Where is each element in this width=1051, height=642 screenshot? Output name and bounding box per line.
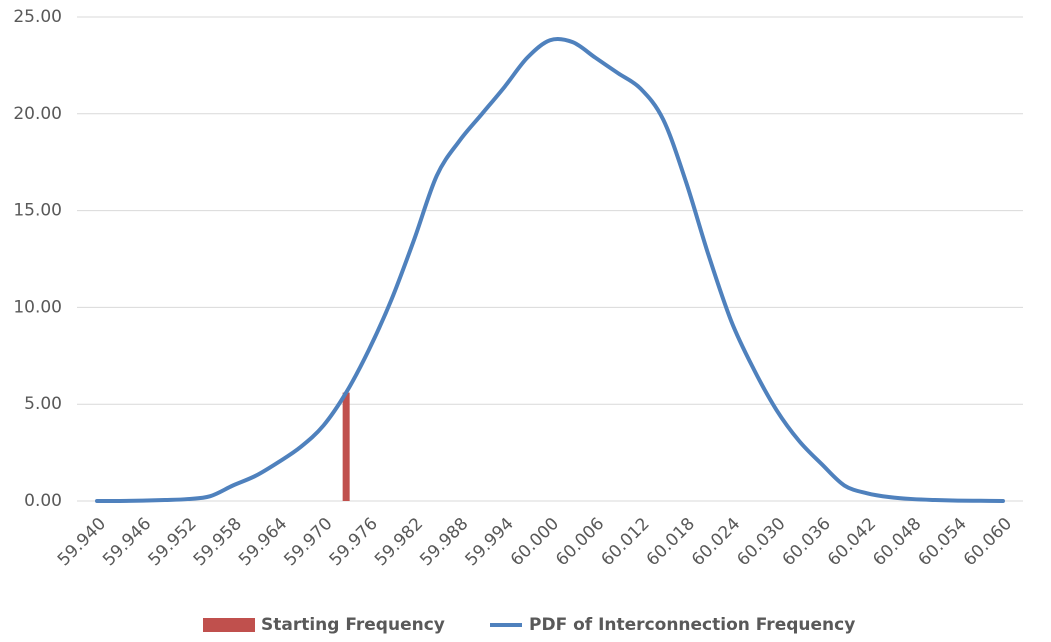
x-tick-label: 59.982 <box>371 514 427 570</box>
x-tick-label: 59.976 <box>326 514 382 570</box>
x-tick-label: 60.036 <box>779 514 835 570</box>
x-tick-label: 60.024 <box>688 514 744 570</box>
x-tick-label: 59.970 <box>280 514 336 570</box>
x-tick-label: 59.964 <box>235 514 291 570</box>
y-tick-label: 0.00 <box>24 491 62 511</box>
x-tick-label: 60.048 <box>869 514 925 570</box>
x-tick-label: 59.994 <box>462 514 518 570</box>
x-tick-label: 60.042 <box>824 514 880 570</box>
x-tick-label: 59.940 <box>54 514 110 570</box>
x-tick-label: 60.018 <box>643 514 699 570</box>
y-tick-label: 5.00 <box>24 394 62 414</box>
x-tick-label: 59.958 <box>190 514 246 570</box>
x-tick-label: 59.952 <box>144 514 200 570</box>
y-tick-label: 15.00 <box>13 201 62 221</box>
x-tick-label: 60.000 <box>507 514 563 570</box>
x-tick-label: 59.946 <box>99 514 155 570</box>
legend-swatch <box>203 618 255 632</box>
y-tick-label: 25.00 <box>13 7 62 27</box>
legend-label: PDF of Interconnection Frequency <box>529 615 855 635</box>
x-tick-label: 60.054 <box>915 514 971 570</box>
x-tick-label: 60.006 <box>552 514 608 570</box>
x-tick-label: 60.060 <box>960 514 1016 570</box>
x-tick-label: 60.012 <box>597 514 653 570</box>
x-tick-label: 60.030 <box>733 514 789 570</box>
line <box>95 36 1005 504</box>
y-tick-label: 20.00 <box>13 104 62 124</box>
bar <box>342 392 350 501</box>
y-tick-label: 10.00 <box>13 297 62 317</box>
legend-label: Starting Frequency <box>261 615 445 635</box>
x-tick-label: 59.988 <box>416 514 472 570</box>
